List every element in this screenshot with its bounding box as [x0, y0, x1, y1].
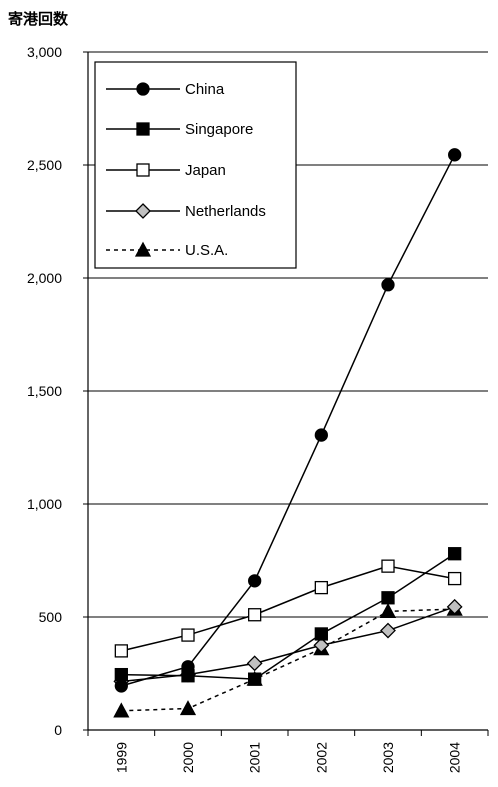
- data-point: [379, 602, 397, 618]
- legend-item-china: China: [106, 81, 225, 98]
- series-singapore: [114, 547, 462, 686]
- data-point: [313, 637, 330, 654]
- series-line: [121, 553, 456, 680]
- data-point: [114, 644, 128, 658]
- data-point: [448, 571, 462, 586]
- series-china: [114, 148, 462, 693]
- x-tick-label: 2004: [447, 742, 463, 773]
- legend-label: Singapore: [185, 121, 253, 138]
- y-tick-label: 500: [39, 609, 63, 625]
- legend-item-u-s-a: U.S.A.: [106, 241, 228, 259]
- data-point: [380, 622, 396, 639]
- y-tick-label: 1,000: [27, 496, 62, 512]
- data-point: [113, 702, 130, 718]
- legend-marker: [135, 203, 151, 219]
- legend-marker: [134, 241, 152, 257]
- y-axis-label: 寄港回数: [8, 10, 69, 28]
- legend-item-japan: Japan: [106, 162, 226, 179]
- x-tick-label: 2001: [247, 742, 263, 773]
- legend-label: Netherlands: [185, 203, 266, 220]
- data-point: [314, 627, 328, 641]
- legend-marker: [136, 122, 150, 136]
- legend-item-netherlands: Netherlands: [106, 203, 266, 220]
- legend-label: China: [185, 81, 225, 98]
- data-point: [114, 667, 128, 682]
- series-line: [121, 565, 455, 652]
- x-tick-label: 2000: [180, 742, 196, 773]
- series-japan: [114, 559, 462, 658]
- y-tick-label: 2,000: [27, 270, 62, 286]
- data-point: [181, 660, 195, 674]
- series-line: [121, 154, 456, 687]
- x-tick-label: 2002: [313, 742, 329, 773]
- x-tick-label: 1999: [113, 742, 129, 773]
- legend-label: U.S.A.: [185, 242, 228, 259]
- data-point: [381, 559, 395, 573]
- data-point: [314, 428, 328, 442]
- data-point: [448, 547, 462, 561]
- data-point: [114, 679, 128, 693]
- y-tick-label: 1,500: [27, 383, 62, 399]
- y-tick-label: 2,500: [27, 157, 62, 173]
- data-point: [446, 598, 463, 615]
- legend-item-singapore: Singapore: [106, 121, 253, 138]
- plot-area: [87, 52, 488, 731]
- data-point: [248, 672, 262, 686]
- legend-box: [94, 61, 297, 269]
- legend-marker: [136, 163, 150, 177]
- series-group: [113, 148, 463, 718]
- x-axis-ticks: 1999 2000 2001 2002 2003 2004: [87, 730, 489, 773]
- data-point: [381, 591, 395, 605]
- x-tick-label: 2003: [380, 742, 396, 773]
- data-point: [246, 655, 263, 672]
- legend-marker: [136, 82, 150, 96]
- y-tick-label: 3,000: [27, 44, 62, 60]
- data-point: [248, 574, 262, 588]
- series-line: [121, 606, 455, 683]
- data-point: [381, 278, 395, 292]
- series-u-s-a: [113, 600, 463, 718]
- y-axis-ticks: 0 500 1,000 1,500 2,000 2,500 3,000: [27, 44, 88, 738]
- data-point: [314, 580, 328, 595]
- data-point: [248, 608, 262, 622]
- series-line: [121, 608, 455, 712]
- legend: China Singapore Japan Netherlands U.S.A.: [94, 61, 297, 269]
- data-point: [448, 148, 462, 162]
- data-point: [181, 628, 195, 642]
- legend-label: Japan: [185, 162, 226, 179]
- data-point: [179, 700, 197, 716]
- y-tick-label: 0: [54, 722, 62, 738]
